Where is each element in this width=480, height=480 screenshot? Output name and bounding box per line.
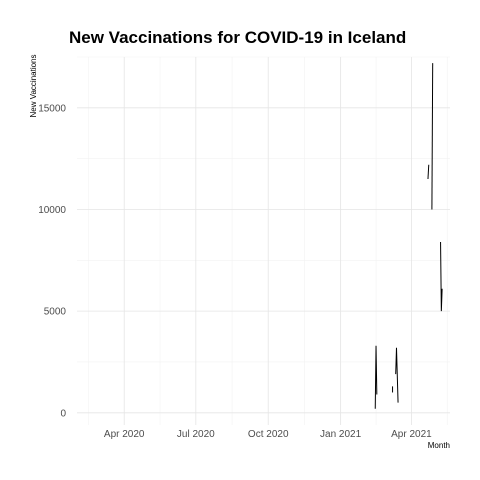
series-segment [431, 63, 434, 210]
series-line [374, 63, 443, 409]
x-tick-label: Jan 2021 [320, 429, 362, 440]
y-tick-label: 10000 [38, 205, 66, 216]
series-segment [440, 242, 443, 312]
series-segment [374, 345, 378, 409]
series-segment [395, 347, 399, 403]
y-axis-label: New Vaccinations [29, 55, 38, 118]
x-tick-label: Apr 2020 [104, 429, 145, 440]
y-tick-label: 0 [60, 408, 66, 419]
y-tick-label: 5000 [44, 307, 67, 318]
x-tick-label: Apr 2021 [391, 429, 432, 440]
y-tick-label: 15000 [38, 103, 66, 114]
series-segment [427, 164, 430, 180]
grid [77, 56, 450, 425]
chart-title: New Vaccinations for COVID-19 in Iceland [69, 28, 406, 47]
x-axis-ticks: Apr 2020 Jul 2020 Oct 2020 Jan 2021 Apr 2021 [104, 429, 432, 440]
x-tick-label: Oct 2020 [248, 429, 289, 440]
x-tick-label: Jul 2020 [177, 429, 215, 440]
x-axis-label: Month [428, 441, 450, 450]
y-axis-ticks: 0 5000 10000 15000 [38, 103, 66, 419]
